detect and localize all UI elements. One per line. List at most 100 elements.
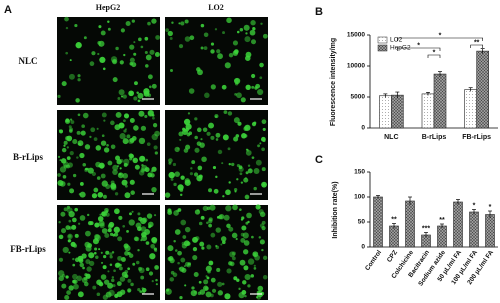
cell [244, 177, 247, 180]
cell [215, 132, 221, 138]
cell [61, 228, 67, 234]
cell [103, 254, 107, 259]
cell [117, 255, 123, 261]
cell [81, 277, 88, 283]
cell [259, 62, 264, 68]
cell [102, 67, 106, 71]
cell [107, 20, 110, 23]
cell [63, 207, 68, 212]
cell [98, 248, 101, 251]
cell [194, 135, 198, 140]
cell [225, 205, 232, 212]
cell [247, 258, 255, 265]
cell [62, 175, 67, 179]
cell [151, 166, 157, 172]
cell [144, 36, 149, 41]
cell [226, 268, 232, 274]
cell [155, 35, 161, 40]
cell [191, 160, 196, 165]
cell [103, 147, 110, 153]
cell [177, 261, 180, 265]
cell [258, 209, 264, 215]
bar-hatch [453, 202, 463, 247]
cell [127, 278, 132, 283]
cell [101, 180, 108, 187]
cell [169, 37, 173, 40]
cell [233, 49, 239, 54]
cell [154, 52, 160, 57]
cell [117, 97, 121, 100]
cell [151, 83, 157, 89]
cell [136, 91, 139, 94]
cell [124, 128, 127, 131]
cell [239, 28, 244, 32]
cell [77, 113, 81, 117]
cell [98, 281, 104, 287]
cell [123, 163, 128, 167]
cell [98, 220, 105, 227]
cell [107, 27, 111, 31]
cell [241, 216, 245, 220]
cell [79, 182, 84, 186]
cell [139, 290, 142, 293]
cell [222, 134, 229, 141]
legend-hatch [378, 37, 387, 43]
cell [204, 286, 209, 291]
y-axis-label: Fluorescence intensity/mg [330, 38, 337, 126]
cell [69, 118, 73, 121]
cell [107, 160, 113, 166]
cell [110, 278, 115, 283]
cell [112, 284, 116, 288]
bar-hatch [437, 226, 447, 247]
cell [173, 182, 177, 187]
cell [208, 260, 214, 266]
cell [137, 288, 141, 292]
cell [138, 137, 146, 145]
y-tick-label: 5000 [351, 94, 366, 101]
cell [184, 36, 191, 42]
cell [197, 165, 203, 171]
cell [104, 232, 110, 238]
cell [65, 275, 69, 279]
cell [182, 129, 189, 136]
cell [244, 294, 247, 298]
cell [147, 172, 153, 178]
cell [165, 288, 172, 295]
cell [123, 119, 126, 123]
cell [234, 82, 239, 86]
cell [262, 274, 268, 280]
cell [232, 204, 238, 211]
cell [194, 117, 198, 121]
cell [238, 287, 241, 291]
cell [94, 234, 101, 242]
cell [68, 125, 72, 129]
cell [255, 204, 261, 210]
cell [85, 259, 91, 265]
cell [113, 269, 116, 273]
cell [194, 147, 200, 153]
cell [67, 239, 72, 243]
cell [77, 140, 84, 147]
cell [180, 175, 185, 180]
cell [238, 166, 244, 172]
cell [262, 255, 268, 260]
cell [151, 237, 158, 244]
cell [99, 56, 106, 64]
cell [63, 140, 68, 145]
cell [237, 121, 242, 126]
cell [85, 230, 91, 237]
cell [208, 217, 213, 222]
cell [261, 220, 266, 225]
cell [87, 221, 93, 226]
cell [126, 229, 129, 233]
cell [66, 146, 69, 149]
cell [232, 40, 239, 46]
cell [78, 258, 84, 264]
cell [113, 232, 119, 237]
bar-hatch [389, 226, 399, 247]
cell [169, 277, 175, 282]
cell [96, 292, 101, 297]
cell [232, 256, 236, 261]
cell [251, 73, 256, 79]
